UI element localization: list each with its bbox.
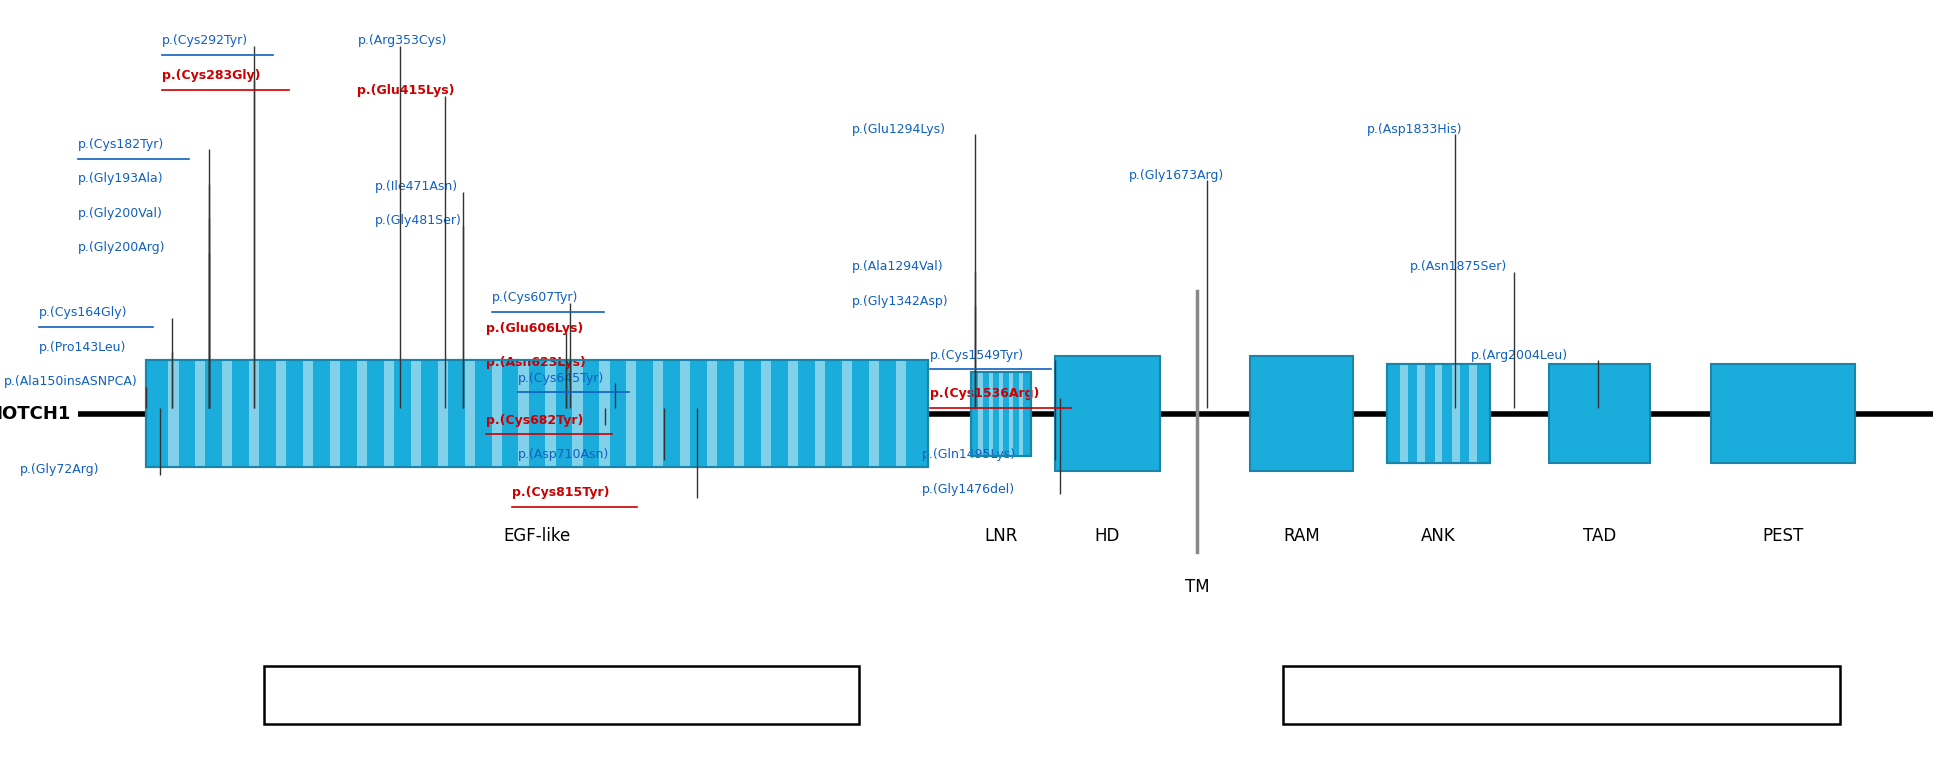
Text: p.(Gly1673Arg): p.(Gly1673Arg) xyxy=(1129,169,1225,182)
Bar xyxy=(264,666,859,724)
Text: p.(Gln1495Lys): p.(Gln1495Lys) xyxy=(922,448,1016,461)
Text: EGF-like: EGF-like xyxy=(504,527,570,545)
Bar xyxy=(465,360,475,467)
Bar xyxy=(250,360,260,467)
Text: p.(Asp710Asn): p.(Asp710Asn) xyxy=(518,448,609,461)
Bar xyxy=(869,360,879,467)
Bar xyxy=(842,360,852,467)
Bar xyxy=(275,360,287,467)
Text: p.(Gly72Arg): p.(Gly72Arg) xyxy=(20,463,100,476)
Bar xyxy=(1451,364,1459,463)
Text: p.(Cys607Tyr): p.(Cys607Tyr) xyxy=(492,291,578,304)
Bar xyxy=(998,372,1004,456)
Bar xyxy=(1418,364,1426,463)
Text: p.(Gly200Arg): p.(Gly200Arg) xyxy=(78,241,166,254)
Text: p.(Glu1294Lys): p.(Glu1294Lys) xyxy=(852,123,945,136)
Text: p.(Asp1833His): p.(Asp1833His) xyxy=(1367,123,1463,136)
Text: p.(Gly1476del): p.(Gly1476del) xyxy=(922,483,1016,496)
Bar xyxy=(707,360,717,467)
Bar xyxy=(1711,364,1855,463)
Text: RAM: RAM xyxy=(1283,527,1320,545)
Bar xyxy=(896,360,906,467)
Bar xyxy=(1387,364,1490,463)
Text: LNR: LNR xyxy=(984,527,1018,545)
Text: p.(Pro143Leu): p.(Pro143Leu) xyxy=(39,341,127,354)
Text: Extracellular (aa19-1735): Extracellular (aa19-1735) xyxy=(455,686,668,704)
Text: NOTCH1: NOTCH1 xyxy=(0,404,70,423)
Bar xyxy=(1019,372,1023,456)
Bar xyxy=(787,360,799,467)
Bar xyxy=(437,360,447,467)
Bar xyxy=(1400,364,1408,463)
Bar xyxy=(385,360,395,467)
Bar xyxy=(680,360,689,467)
Bar xyxy=(223,360,232,467)
Bar xyxy=(492,360,502,467)
Bar xyxy=(971,372,1031,456)
Bar xyxy=(1055,356,1160,471)
Bar xyxy=(734,360,744,467)
Text: p.(Gly193Ala): p.(Gly193Ala) xyxy=(78,172,164,185)
Text: p.(Ala1294Val): p.(Ala1294Val) xyxy=(852,260,943,273)
Text: p.(Cys1549Tyr): p.(Cys1549Tyr) xyxy=(930,349,1023,362)
Bar xyxy=(652,360,664,467)
Text: p.(Cys182Tyr): p.(Cys182Tyr) xyxy=(78,138,164,151)
Bar xyxy=(330,360,340,467)
Text: p.(Arg2004Leu): p.(Arg2004Leu) xyxy=(1471,349,1568,362)
Bar xyxy=(168,360,178,467)
Bar xyxy=(195,360,205,467)
Bar xyxy=(146,360,928,467)
Bar xyxy=(303,360,312,467)
Text: TM: TM xyxy=(1185,578,1209,596)
Text: p.(Asn1875Ser): p.(Asn1875Ser) xyxy=(1410,260,1508,273)
Bar xyxy=(1549,364,1650,463)
Bar xyxy=(357,360,367,467)
Text: p.(Cys645Tyr): p.(Cys645Tyr) xyxy=(518,372,603,385)
Bar xyxy=(988,372,992,456)
Text: p.(Gly1342Asp): p.(Gly1342Asp) xyxy=(852,295,947,308)
Text: p.(Cys283Gly): p.(Cys283Gly) xyxy=(162,69,260,82)
Bar xyxy=(518,360,529,467)
Text: PEST: PEST xyxy=(1762,527,1805,545)
Text: p.(Ile471Asn): p.(Ile471Asn) xyxy=(375,180,459,193)
Bar xyxy=(627,360,637,467)
Text: ANK: ANK xyxy=(1422,527,1455,545)
Bar xyxy=(1435,364,1441,463)
Bar xyxy=(1469,364,1476,463)
Text: p.(Glu415Lys): p.(Glu415Lys) xyxy=(357,84,455,97)
Bar xyxy=(146,360,928,467)
Text: HD: HD xyxy=(1096,527,1119,545)
Bar xyxy=(1283,666,1840,724)
Bar xyxy=(1250,356,1353,471)
Text: p.(Cys815Tyr): p.(Cys815Tyr) xyxy=(512,486,609,499)
Text: Intracellular (aa1757-2555): Intracellular (aa1757-2555) xyxy=(1447,686,1676,704)
Text: p.(Cys164Gly): p.(Cys164Gly) xyxy=(39,306,127,319)
Bar xyxy=(814,360,824,467)
Text: p.(Asn623Lys): p.(Asn623Lys) xyxy=(486,356,586,369)
Bar xyxy=(762,360,771,467)
Bar xyxy=(1010,372,1014,456)
Bar xyxy=(572,360,582,467)
Bar xyxy=(410,360,422,467)
Bar xyxy=(978,372,982,456)
Text: p.(Cys292Tyr): p.(Cys292Tyr) xyxy=(162,34,248,47)
Text: TAD: TAD xyxy=(1582,527,1617,545)
Bar xyxy=(1387,364,1490,463)
Text: p.(Gly200Val): p.(Gly200Val) xyxy=(78,207,162,220)
Text: p.(Glu606Lys): p.(Glu606Lys) xyxy=(486,322,584,335)
Bar xyxy=(971,372,1031,456)
Text: p.(Cys682Tyr): p.(Cys682Tyr) xyxy=(486,414,584,427)
Text: p.(Gly481Ser): p.(Gly481Ser) xyxy=(375,214,461,228)
Text: p.(Arg353Cys): p.(Arg353Cys) xyxy=(357,34,447,47)
Text: p.(Cys1536Arg): p.(Cys1536Arg) xyxy=(930,387,1039,400)
Text: p.(Ala150insASNPCA): p.(Ala150insASNPCA) xyxy=(4,375,137,388)
Bar xyxy=(545,360,557,467)
Bar xyxy=(600,360,609,467)
